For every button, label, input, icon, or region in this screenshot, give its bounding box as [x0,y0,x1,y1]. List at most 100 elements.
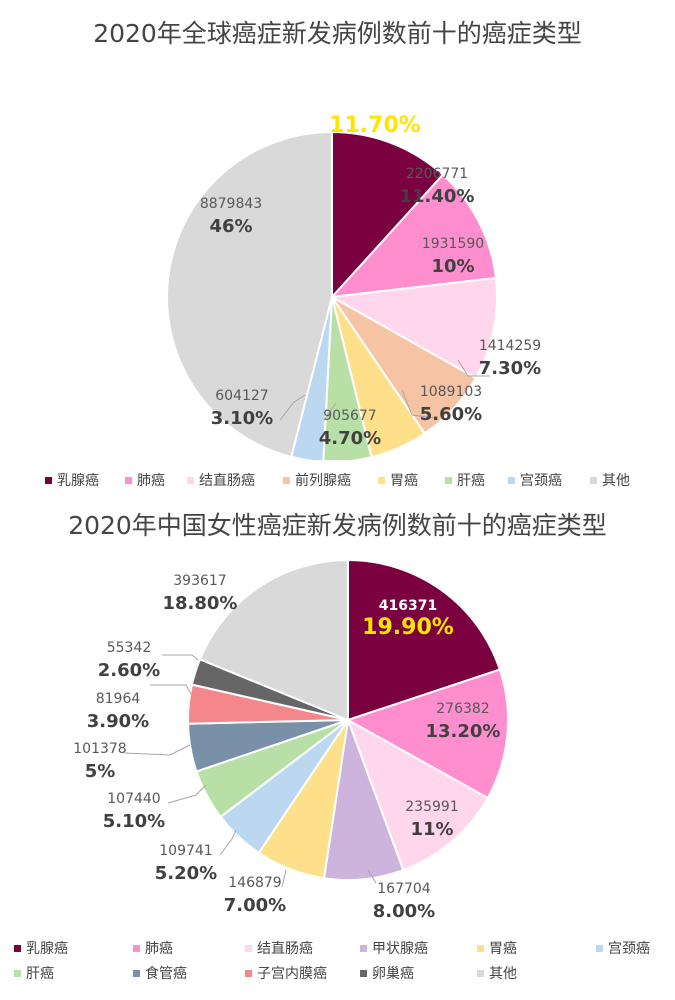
legend-label: 甲状腺癌 [372,941,428,957]
data-label-value-3: 235991 [405,799,458,815]
data-label-value-6: 109741 [159,843,212,859]
legend-swatch [245,969,252,977]
data-label-value-5: 146879 [228,875,281,891]
legend-swatch [14,969,21,977]
legend-swatch [477,969,484,977]
data-label-value-7: 107440 [107,791,160,807]
legend-label: 宫颈癌 [520,473,562,489]
legend-item-5: 胃癌 [378,470,418,490]
data-label-percent-5: 7.00% [224,895,286,916]
legend-label: 食管癌 [145,966,187,982]
legend-label: 结直肠癌 [257,941,313,957]
data-label-value-8: 101378 [73,741,126,757]
legend-item-4: 前列腺癌 [283,470,351,490]
legend-swatch [14,944,21,952]
leader-line-5 [281,869,287,888]
data-label-value-5: 1089103 [420,384,482,400]
data-label-value-1: 416371 [379,598,437,614]
leader-line-6 [219,829,237,856]
legend-label: 肝癌 [26,966,54,982]
data-label-value-9: 81964 [96,691,141,707]
data-label-percent-8: 46% [209,216,252,237]
data-label-percent-7: 5.10% [103,811,165,832]
data-label-percent-8: 5% [85,761,116,782]
legend-label: 其他 [602,473,630,489]
data-label-percent-5: 5.60% [420,404,482,425]
data-label-percent-6: 5.20% [155,863,217,884]
legend-label: 其他 [489,966,517,982]
legend-swatch [187,476,194,484]
data-label-value-1: 2261419 [341,96,409,112]
legend-item-6: 宫颈癌 [596,938,650,958]
leader-line-4 [457,359,490,377]
pie-slice-1 [331,130,445,300]
data-label-value-2: 276382 [436,701,489,717]
legend-label: 结直肠癌 [199,473,255,489]
legend-swatch [133,969,140,977]
legend-item-3: 结直肠癌 [245,938,313,958]
pie-slice-1 [347,558,502,722]
legend-label: 胃癌 [489,941,517,957]
legend-swatch [378,476,385,484]
data-label-percent-6: 4.70% [319,428,381,449]
legend-item-7: 肝癌 [14,963,54,983]
legend-item-1: 乳腺癌 [14,938,68,958]
legend-swatch [445,476,452,484]
data-label-value-3: 1931590 [422,236,484,252]
chart-title-china-female: 2020年中国女性癌症新发病例数前十的癌症类型 [68,511,607,540]
legend-label: 乳腺癌 [26,941,68,957]
legend-item-3: 结直肠癌 [187,470,255,490]
pie-slice-3 [346,717,490,872]
pie-slice-3 [328,276,498,380]
pie-slices [187,558,509,881]
data-label-percent-4: 7.30% [479,358,541,379]
data-label-percent-9: 3.90% [87,711,149,732]
leader-line-7 [279,394,306,421]
legend-swatch [477,944,484,952]
legend-item-9: 子宫内膜癌 [245,963,327,983]
legend-item-10: 卵巢癌 [360,963,414,983]
data-label-percent-2: 11.40% [400,186,475,207]
data-label-value-10: 55342 [107,640,152,656]
legend-swatch [245,944,252,952]
legend-swatch [45,476,52,484]
data-label-value-11: 393617 [173,573,226,589]
data-label-percent-1: 11.70% [329,113,421,138]
data-label-value-8: 8879843 [200,196,262,212]
legend-swatch [283,476,290,484]
legend-swatch [360,944,367,952]
legend-swatch [125,476,132,484]
pie-slice-6 [322,296,373,460]
leader-line-4 [367,869,377,884]
data-label-percent-2: 13.20% [426,721,501,742]
data-label-percent-4: 8.00% [373,901,435,922]
legend-item-4: 甲状腺癌 [360,938,428,958]
legend-label: 宫颈癌 [608,941,650,957]
pie-slice-2 [329,173,498,299]
legend-label: 胃癌 [390,473,418,489]
leader-line-5 [401,389,437,419]
legend-item-2: 肺癌 [125,470,165,490]
legend-swatch [596,944,603,952]
legend-label: 卵巢癌 [372,966,414,982]
data-label-percent-3: 10% [431,256,474,277]
legend-item-8: 其他 [590,470,630,490]
legend-label: 肺癌 [145,941,173,957]
pie-slice-8 [166,130,333,459]
legend-item-6: 肝癌 [445,470,485,490]
legend-label: 前列腺癌 [295,473,351,489]
data-label-value-4: 1414259 [479,338,541,354]
leader-line-6 [323,402,337,421]
legend-item-7: 宫颈癌 [508,470,562,490]
data-label-percent-11: 18.80% [163,593,238,614]
leader-line-8 [124,744,191,756]
legend-swatch [508,476,515,484]
legend-label: 肺癌 [137,473,165,489]
data-label-percent-1: 19.90% [362,615,454,640]
legend-item-11: 其他 [477,963,517,983]
data-label-percent-7: 3.10% [211,408,273,429]
data-label-value-2: 2206771 [406,166,468,182]
pie-slice-11 [198,558,349,722]
